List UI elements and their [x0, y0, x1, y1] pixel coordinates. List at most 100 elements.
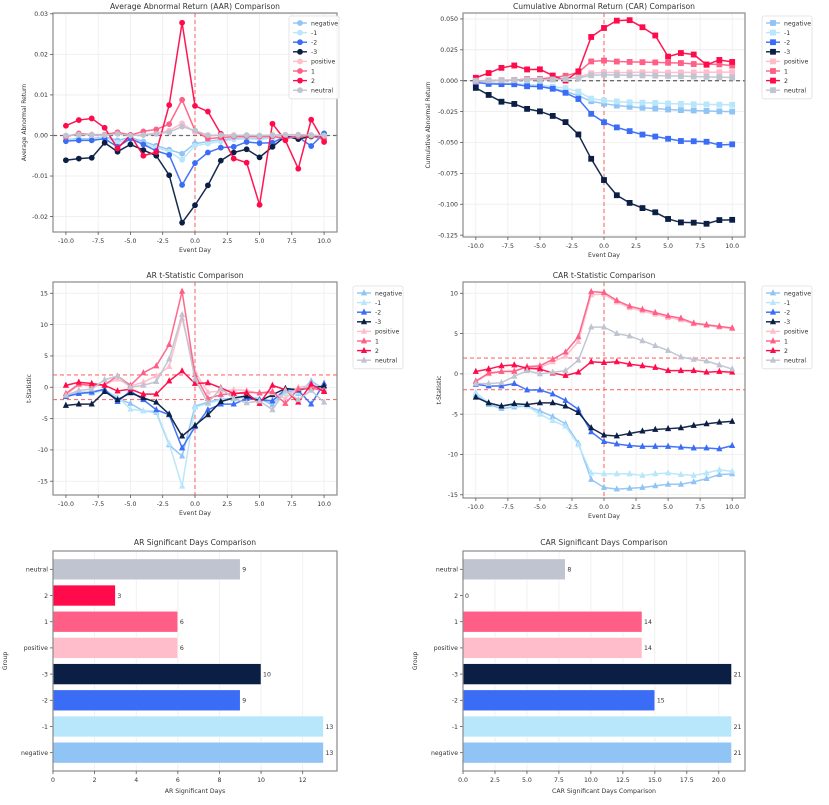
legend-item--1[interactable]: -1: [293, 29, 317, 37]
legend-item-positive[interactable]: positive: [357, 327, 399, 336]
y-tick-label: -0.100: [438, 201, 458, 208]
data-point: [549, 416, 556, 424]
data-point: [588, 34, 595, 40]
legend-item--2[interactable]: -2: [293, 39, 317, 47]
x-axis-label: CAR Significant Days Comparison: [552, 788, 656, 795]
legend-item-1[interactable]: 1: [766, 68, 788, 75]
data-point: [639, 131, 646, 138]
legend-item-neutral[interactable]: neutral: [357, 356, 397, 365]
data-point: [472, 77, 479, 84]
legend-item-2[interactable]: 2: [293, 77, 315, 85]
data-point: [600, 358, 608, 365]
x-axis-label: Event Day: [179, 247, 211, 254]
legend-item--3[interactable]: -3: [357, 318, 381, 326]
legend-item--2[interactable]: -2: [357, 308, 381, 317]
data-point: [678, 219, 684, 226]
legend-item-neutral[interactable]: neutral: [766, 87, 806, 95]
data-point: [217, 132, 224, 138]
data-point: [511, 399, 518, 407]
legend-item-1[interactable]: 1: [357, 337, 379, 345]
legend-item-neutral[interactable]: neutral: [293, 87, 333, 95]
y-tick-label: 2: [454, 593, 458, 600]
data-point: [729, 365, 736, 372]
legend-marker: [297, 29, 303, 36]
data-point: [716, 142, 723, 148]
x-tick-label: 2.5: [631, 504, 641, 511]
data-point: [588, 358, 595, 365]
legend-item-2[interactable]: 2: [766, 346, 788, 355]
data-point: [613, 17, 620, 24]
data-point: [166, 121, 173, 128]
data-point: [166, 129, 173, 136]
legend-item-1[interactable]: 1: [766, 337, 788, 345]
legend-label: -2: [784, 40, 790, 47]
data-point: [308, 386, 315, 393]
data-point: [191, 421, 199, 428]
legend-label: -1: [311, 30, 317, 37]
data-point: [729, 441, 736, 449]
legend-item-negative[interactable]: negative: [293, 20, 338, 27]
legend-item-positive[interactable]: positive: [293, 58, 335, 66]
data-point: [716, 74, 723, 81]
data-point: [166, 340, 173, 348]
legend-item-neutral[interactable]: neutral: [766, 356, 806, 365]
data-point: [62, 391, 69, 398]
legend-item--1[interactable]: -1: [357, 298, 381, 307]
legend-item--3[interactable]: -3: [766, 318, 790, 326]
legend-item-negative[interactable]: negative: [766, 20, 811, 27]
data-point: [243, 139, 250, 145]
legend-label: negative: [311, 20, 338, 27]
data-point: [575, 96, 582, 102]
y-tick-label: 0: [454, 371, 458, 378]
data-point: [562, 352, 569, 359]
x-tick-label: 4: [134, 777, 138, 784]
data-point: [665, 100, 671, 107]
x-tick-label: 10.0: [584, 777, 598, 784]
y-tick-label: -10: [38, 447, 48, 454]
legend-item-positive[interactable]: positive: [766, 327, 808, 336]
legend-item-negative[interactable]: negative: [357, 289, 402, 297]
data-point: [114, 396, 121, 403]
data-point: [716, 445, 723, 452]
data-point: [716, 367, 723, 374]
legend-item--2[interactable]: -2: [766, 308, 790, 317]
bar-value-label: 6: [180, 645, 184, 652]
x-tick-label: 7.5: [287, 501, 297, 508]
data-point: [575, 333, 582, 340]
legend-item-2[interactable]: 2: [357, 346, 379, 355]
legend-item-negative[interactable]: negative: [766, 289, 811, 297]
data-point: [205, 140, 211, 147]
y-axis-label: Average Abnormal Return: [21, 84, 28, 161]
legend-item--2[interactable]: -2: [766, 39, 790, 47]
data-point: [613, 192, 620, 199]
legend-item-positive[interactable]: positive: [766, 58, 808, 66]
legend-item--3[interactable]: -3: [766, 48, 790, 56]
data-point: [588, 287, 595, 295]
x-tick-label: 8: [217, 777, 221, 784]
legend-item--1[interactable]: -1: [766, 29, 790, 37]
chart-ar_sig: 13negative13-19-210-36positive61329neutr…: [2, 538, 338, 795]
legend-item-2[interactable]: 2: [766, 77, 788, 85]
data-point: [114, 387, 121, 394]
data-point: [678, 50, 684, 56]
data-point: [575, 75, 582, 81]
data-point: [677, 424, 684, 431]
data-point: [690, 444, 697, 451]
x-tick-label: 2.5: [490, 777, 500, 784]
data-point: [127, 405, 134, 412]
legend-item-1[interactable]: 1: [293, 68, 315, 75]
bar--2: [52, 689, 241, 712]
data-point: [613, 124, 620, 131]
data-point: [114, 375, 121, 382]
data-point: [524, 66, 530, 73]
data-point: [140, 132, 147, 138]
legend-marker: [770, 48, 776, 55]
legend-item--3[interactable]: -3: [293, 48, 317, 56]
data-point: [588, 469, 595, 476]
legend-item--1[interactable]: -1: [766, 298, 790, 307]
data-point: [511, 77, 518, 83]
legend-label: positive: [375, 329, 399, 336]
data-point: [588, 428, 595, 435]
y-tick-label: -5: [452, 411, 458, 418]
